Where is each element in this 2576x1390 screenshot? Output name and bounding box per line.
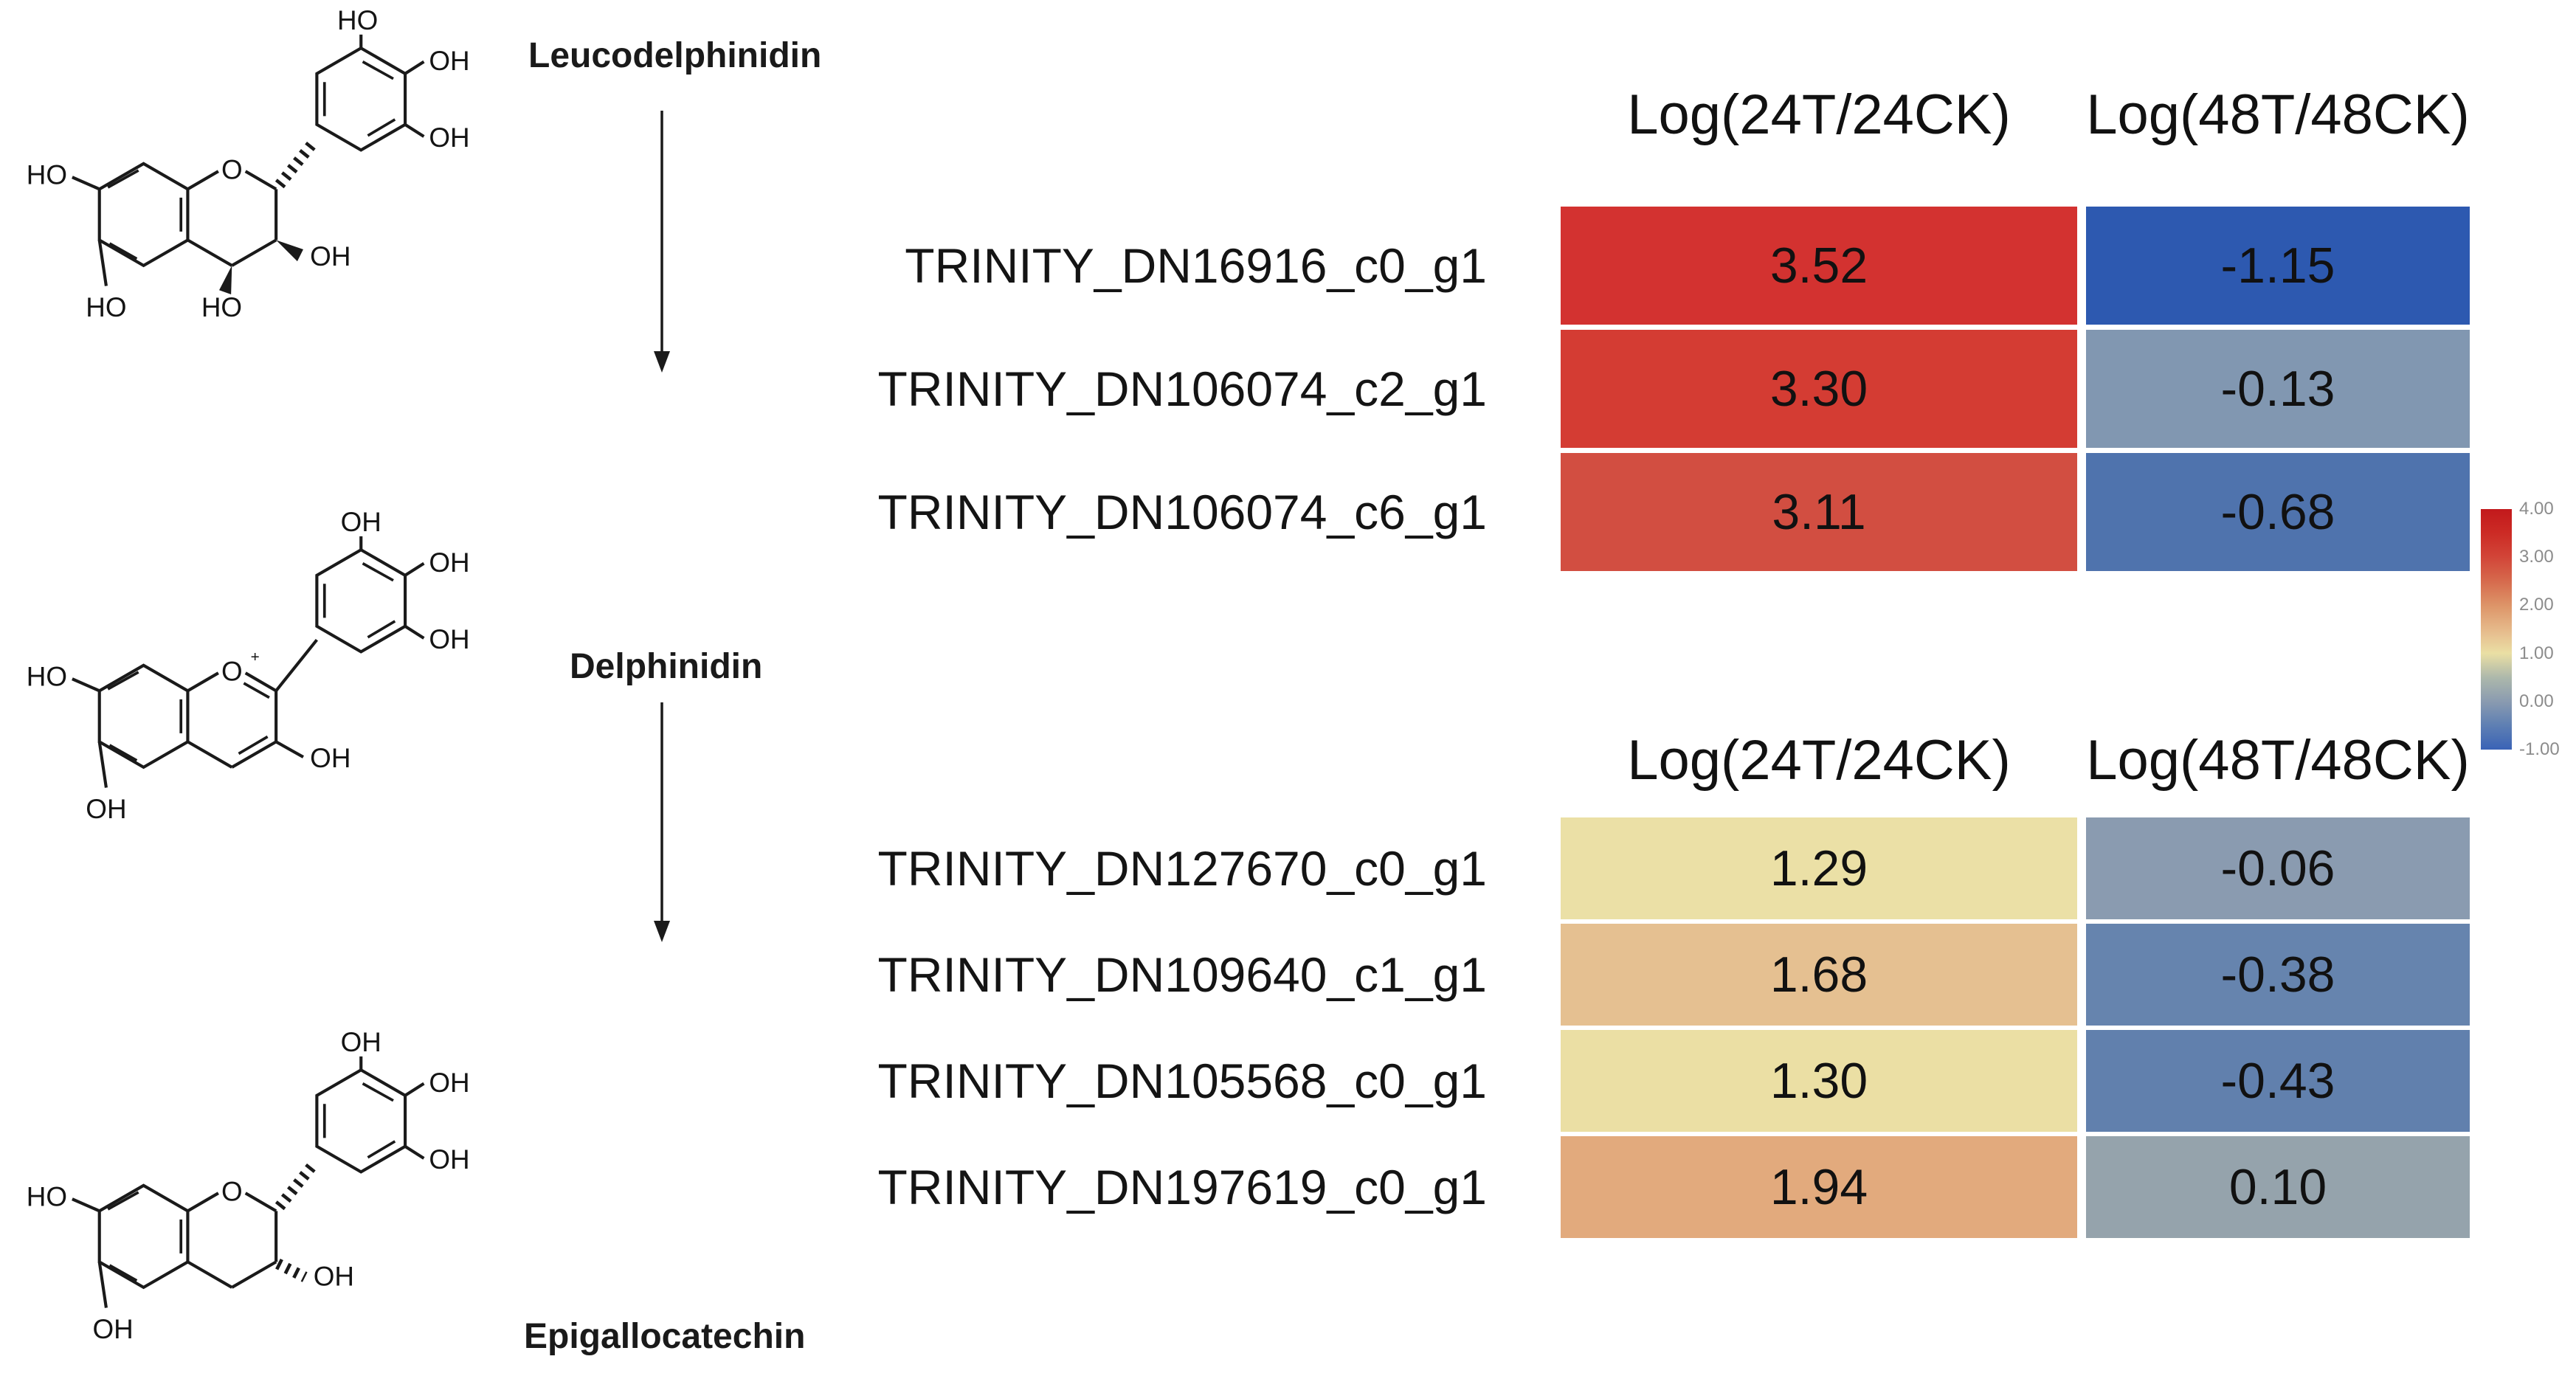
atom-label: OH: [429, 46, 469, 76]
atom-label: OH: [429, 1144, 469, 1175]
atom-label: HO: [86, 292, 126, 322]
heatmap-cell: 3.30: [1561, 330, 2077, 448]
heatmap-cell: -0.68: [2086, 453, 2470, 571]
heatmap-cell: -1.15: [2086, 207, 2470, 325]
atom-label: OH: [429, 1068, 469, 1098]
heatmap-table-2: Log(24T/24CK) Log(48T/48CK) TRINITY_DN12…: [812, 716, 2479, 1247]
heatmap-table-1: Log(24T/24CK) Log(48T/48CK) TRINITY_DN16…: [812, 70, 2479, 579]
heatmap-cell: -0.38: [2086, 924, 2470, 1026]
compound-label-epigallocatechin: Epigallocatechin: [524, 1317, 806, 1356]
table-row: TRINITY_DN16916_c0_g1 3.52 -1.15: [812, 207, 2470, 325]
heatmap-cell: 1.94: [1561, 1136, 2077, 1238]
table-row: TRINITY_DN197619_c0_g1 1.94 0.10: [812, 1136, 2470, 1238]
atom-label: OH: [310, 743, 351, 773]
atom-label: OH: [93, 1314, 134, 1344]
atom-label: OH: [86, 794, 126, 824]
atom-label: O: [221, 155, 243, 185]
heatmap-cell: 0.10: [2086, 1136, 2470, 1238]
colorbar-tick-label: 3.00: [2519, 547, 2554, 567]
colorbar-tick-label: -1.00: [2519, 739, 2560, 759]
color-scale-legend: 4.00 3.00 2.00 1.00 0.00 -1.00: [2481, 499, 2576, 760]
atom-label: OH: [341, 1029, 381, 1057]
atom-label: HO: [27, 1181, 67, 1211]
atom-label: O: [221, 657, 243, 687]
gene-label: TRINITY_DN105568_c0_g1: [877, 1054, 1487, 1108]
atom-label: HO: [27, 159, 67, 190]
column-header-24t: Log(24T/24CK): [1627, 83, 2011, 146]
heatmap-cell: -0.06: [2086, 817, 2470, 919]
atom-label: HO: [337, 7, 378, 35]
leucodelphinidin-skeleton: HO HO HO OH O HO OH OH: [27, 5, 470, 322]
column-header-48t: Log(48T/48CK): [2086, 83, 2470, 146]
arrow-step-1: [654, 111, 670, 373]
heatmap-cell: -0.43: [2086, 1030, 2470, 1132]
heatmap-cell: 1.68: [1561, 924, 2077, 1026]
heatmap-cell: 1.30: [1561, 1030, 2077, 1132]
delphinidin-structure: HO OH OH O + OH OH OH: [11, 507, 483, 835]
atom-label: OH: [429, 624, 469, 654]
table-row: TRINITY_DN105568_c0_g1 1.30 -0.43: [812, 1030, 2470, 1132]
delphinidin-skeleton: HO OH OH O + OH OH OH: [27, 507, 470, 824]
heatmap-cell: 3.52: [1561, 207, 2077, 325]
atom-label: O: [221, 1177, 243, 1207]
colorbar-tick-label: 1.00: [2519, 643, 2554, 663]
compound-label-delphinidin: Delphinidin: [570, 647, 763, 686]
epigallocatechin-skeleton: HO OH OH O OH OH OH: [27, 1027, 470, 1344]
colorbar-tick-label: 4.00: [2519, 499, 2554, 519]
colorbar-tick-label: 2.00: [2519, 595, 2554, 615]
leucodelphinidin-structure: HO HO HO OH O HO OH OH: [11, 5, 483, 333]
color-gradient-bar: [2481, 509, 2512, 750]
heatmap-rows: TRINITY_DN16916_c0_g1 3.52 -1.15 TRINITY_DN…: [812, 207, 2470, 571]
atom-label: OH: [341, 509, 381, 537]
atom-label: OH: [314, 1262, 354, 1292]
table-row: TRINITY_DN109640_c1_g1 1.68 -0.38: [812, 924, 2470, 1026]
gene-label: TRINITY_DN127670_c0_g1: [877, 841, 1487, 896]
table-row: TRINITY_DN106074_c2_g1 3.30 -0.13: [812, 330, 2470, 448]
gene-label: TRINITY_DN16916_c0_g1: [905, 238, 1487, 293]
table-row: TRINITY_DN127670_c0_g1 1.29 -0.06: [812, 817, 2470, 919]
table-row: TRINITY_DN106074_c6_g1 3.11 -0.68: [812, 453, 2470, 571]
epigallocatechin-structure: HO OH OH O OH OH OH: [11, 1027, 483, 1355]
heatmap-cell: -0.13: [2086, 330, 2470, 448]
atom-label: OH: [429, 547, 469, 578]
column-header-24t: Log(24T/24CK): [1627, 728, 2011, 792]
compound-label-leucodelphinidin: Leucodelphinidin: [528, 36, 822, 75]
atom-label: HO: [27, 661, 67, 691]
heatmap-cell: 1.29: [1561, 817, 2077, 919]
colorbar-tick-label: 0.00: [2519, 691, 2554, 711]
arrow-down-icon: [654, 351, 670, 373]
atom-label: +: [251, 649, 260, 665]
arrow-down-icon: [654, 921, 670, 942]
atom-label: OH: [310, 241, 351, 272]
atom-label: HO: [201, 292, 242, 322]
heatmap-rows: TRINITY_DN127670_c0_g1 1.29 -0.06 TRINITY_D…: [812, 817, 2470, 1238]
arrow-step-2: [654, 702, 670, 942]
column-header-48t: Log(48T/48CK): [2086, 728, 2470, 792]
gene-label: TRINITY_DN109640_c1_g1: [877, 947, 1487, 1002]
heatmap-cell: 3.11: [1561, 453, 2077, 571]
gene-label: TRINITY_DN106074_c2_g1: [877, 362, 1487, 416]
gene-label: TRINITY_DN197619_c0_g1: [877, 1160, 1487, 1214]
gene-label: TRINITY_DN106074_c6_g1: [877, 485, 1487, 539]
atom-label: OH: [429, 122, 469, 153]
